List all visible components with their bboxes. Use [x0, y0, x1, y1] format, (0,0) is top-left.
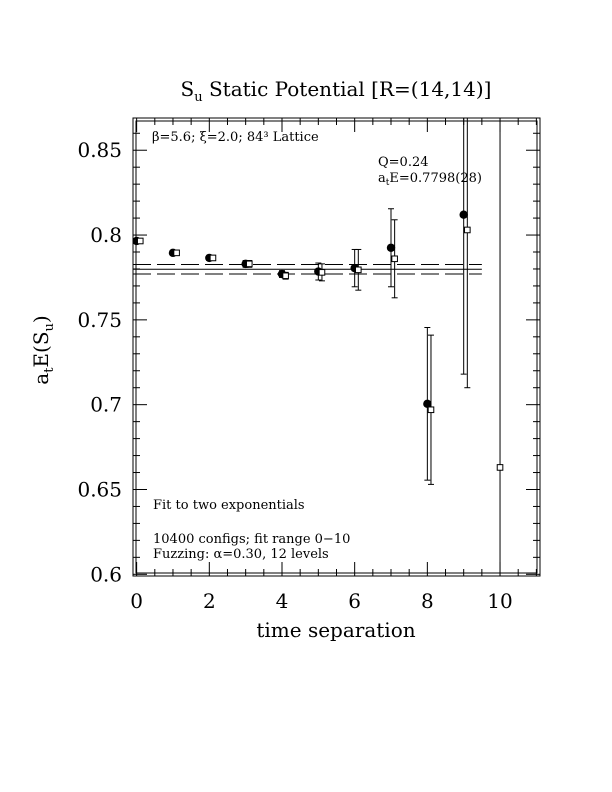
data-point-square — [173, 249, 180, 257]
data-point-square — [245, 260, 253, 268]
data-point-square — [318, 269, 326, 276]
fit-lines — [133, 264, 482, 275]
data-point-circle — [459, 210, 468, 219]
configs-annotation: 10400 configs; fit range 0−10 — [153, 532, 350, 547]
data-point-square — [282, 272, 289, 280]
data-point-square — [427, 406, 435, 414]
axis-ticks — [133, 118, 540, 576]
x-tick-label: 6 — [348, 589, 361, 613]
y-axis-label: atE(Su) — [29, 315, 57, 384]
data-point-square — [136, 237, 144, 245]
axis-tick-labels: 0 2 4 6 8 10 0.6 0.65 0.7 0.75 0.8 0.85 — [77, 138, 512, 613]
y-tick-label: 0.7 — [90, 393, 122, 417]
x-tick-label: 8 — [421, 589, 434, 613]
x-tick-label: 0 — [130, 589, 143, 613]
x-tick-label: 10 — [487, 589, 512, 613]
x-axis-label: time separation — [256, 618, 415, 642]
data-point-square — [496, 464, 504, 471]
fit-energy-annotation: atE=0.7798(28) — [378, 171, 482, 188]
data-point-circle — [386, 243, 396, 252]
x-tick-label: 4 — [276, 589, 289, 613]
y-tick-label: 0.6 — [90, 562, 122, 586]
data-point-square — [355, 266, 362, 274]
data-point-square — [464, 226, 471, 234]
data-series — [132, 118, 504, 576]
data-point-circle — [423, 399, 432, 409]
lattice-annotation: β=5.6; ξ=2.0; 84³ Lattice — [152, 130, 319, 145]
fuzzing-annotation: Fuzzing: α=0.30, 12 levels — [153, 547, 329, 562]
data-point-square — [209, 254, 217, 262]
y-tick-label: 0.65 — [77, 477, 122, 501]
q-value-annotation: Q=0.24 — [378, 155, 429, 170]
y-tick-label: 0.85 — [77, 138, 122, 162]
y-tick-label: 0.8 — [90, 223, 122, 247]
x-tick-label: 2 — [203, 589, 216, 613]
fit-type-annotation: Fit to two exponentials — [153, 498, 305, 513]
y-tick-label: 0.75 — [77, 308, 122, 332]
data-point-square — [391, 255, 398, 263]
chart-title: Su Static Potential [R=(14,14)] — [181, 77, 492, 105]
